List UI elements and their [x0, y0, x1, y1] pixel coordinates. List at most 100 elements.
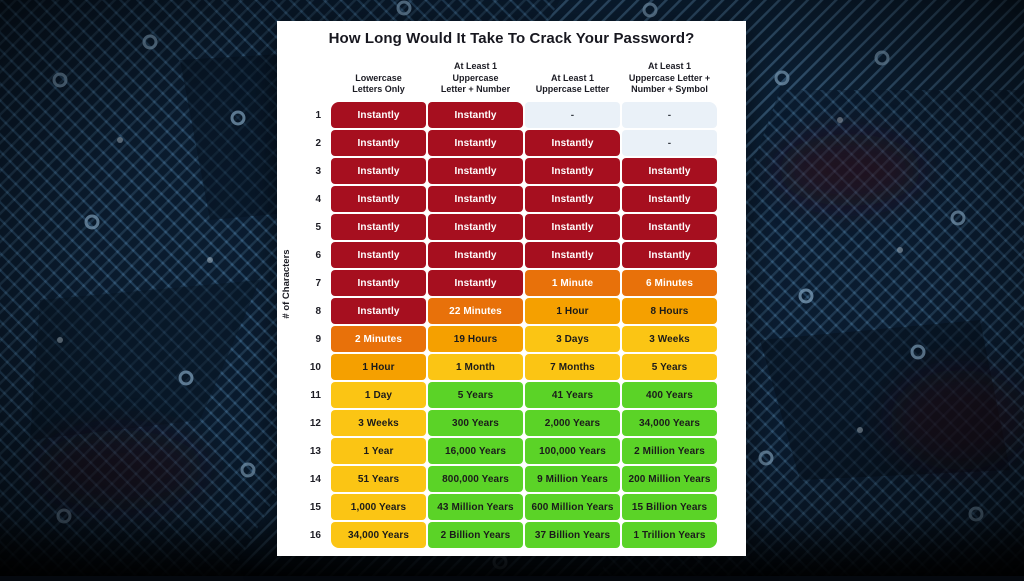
crack-time-cell: 7 Months — [525, 354, 620, 380]
crack-time-cell: 34,000 Years — [622, 410, 717, 436]
crack-time-cell: 2,000 Years — [525, 410, 620, 436]
table-row: 4 Instantly Instantly Instantly Instantly — [297, 185, 746, 213]
column-header-uppercase: At Least 1 Uppercase Letter — [535, 72, 610, 95]
crack-time-cell: 400 Years — [622, 382, 717, 408]
crack-time-cell: 41 Years — [525, 382, 620, 408]
row-number: 4 — [315, 193, 321, 205]
crack-time-cell: Instantly — [331, 270, 426, 296]
crack-time-cell: Instantly — [525, 186, 620, 212]
row-number: 8 — [315, 305, 321, 317]
crack-time-cell: - — [622, 130, 717, 156]
crack-time-cell: Instantly — [622, 242, 717, 268]
table-row: 1 Instantly Instantly - - — [297, 101, 746, 129]
crack-time-cell: 300 Years — [428, 410, 523, 436]
crack-time-cell: Instantly — [428, 242, 523, 268]
crack-time-cell: 1 Year — [331, 438, 426, 464]
crack-time-cell: 16,000 Years — [428, 438, 523, 464]
crack-time-cell: Instantly — [331, 186, 426, 212]
crack-time-cell: - — [622, 102, 717, 128]
crack-time-cell: Instantly — [525, 158, 620, 184]
crack-time-cell: 43 Million Years — [428, 494, 523, 520]
crack-time-cell: 8 Hours — [622, 298, 717, 324]
crack-time-cell: 37 Billion Years — [525, 522, 620, 548]
table-row: 8 Instantly 22 Minutes 1 Hour 8 Hours — [297, 297, 746, 325]
crack-time-cell: 100,000 Years — [525, 438, 620, 464]
crack-time-cell: Instantly — [331, 130, 426, 156]
table-row: 2 Instantly Instantly Instantly - — [297, 129, 746, 157]
crack-time-cell: Instantly — [331, 158, 426, 184]
crack-time-cell: 200 Million Years — [622, 466, 717, 492]
table-row: 13 1 Year 16,000 Years 100,000 Years 2 Milli… — [297, 437, 746, 465]
row-number: 6 — [315, 249, 321, 261]
crack-time-cell: Instantly — [428, 270, 523, 296]
row-number: 15 — [309, 501, 321, 513]
crack-time-cell: 1 Month — [428, 354, 523, 380]
row-number: 5 — [315, 221, 321, 233]
table-row: 12 3 Weeks 300 Years 2,000 Years 34,000 Year… — [297, 409, 746, 437]
crack-time-cell: 2 Minutes — [331, 326, 426, 352]
row-number: 1 — [315, 109, 321, 121]
row-number: 16 — [309, 529, 321, 541]
crack-time-cell: 9 Million Years — [525, 466, 620, 492]
table-row: 3 Instantly Instantly Instantly Instantly — [297, 157, 746, 185]
crack-time-cell: 51 Years — [331, 466, 426, 492]
crack-time-cell: 800,000 Years — [428, 466, 523, 492]
row-number: 2 — [315, 137, 321, 149]
crack-time-cell: 600 Million Years — [525, 494, 620, 520]
crack-time-cell: Instantly — [331, 242, 426, 268]
table-row: 16 34,000 Years 2 Billion Years 37 Billion … — [297, 521, 746, 549]
y-axis-label: # of Characters — [281, 249, 292, 319]
table-row: 15 1,000 Years 43 Million Years 600 Million… — [297, 493, 746, 521]
crack-time-cell: Instantly — [331, 102, 426, 128]
crack-time-cell: Instantly — [428, 158, 523, 184]
table-row: 11 1 Day 5 Years 41 Years 400 Years — [297, 381, 746, 409]
crack-time-cell: Instantly — [525, 214, 620, 240]
page-title: How Long Would It Take To Crack Your Pas… — [328, 30, 695, 47]
row-number: 10 — [309, 361, 321, 373]
column-header-uppercase-number: At Least 1 Uppercase Letter + Number — [440, 60, 511, 95]
crack-time-cell: 19 Hours — [428, 326, 523, 352]
row-number: 12 — [309, 417, 321, 429]
crack-time-cell: 15 Billion Years — [622, 494, 717, 520]
crack-time-cell: Instantly — [428, 214, 523, 240]
crack-time-cell: Instantly — [428, 186, 523, 212]
table-row: 5 Instantly Instantly Instantly Instantly — [297, 213, 746, 241]
crack-time-cell: 3 Weeks — [622, 326, 717, 352]
crack-time-cell: 34,000 Years — [331, 522, 426, 548]
table-row: 14 51 Years 800,000 Years 9 Million Years 20… — [297, 465, 746, 493]
crack-time-cell: Instantly — [525, 130, 620, 156]
crack-time-cell: Instantly — [331, 298, 426, 324]
crack-time-cell: Instantly — [331, 214, 426, 240]
crack-time-cell: 2 Million Years — [622, 438, 717, 464]
row-number: 9 — [315, 333, 321, 345]
row-number: 13 — [309, 445, 321, 457]
table-row: 9 2 Minutes 19 Hours 3 Days 3 Weeks — [297, 325, 746, 353]
crack-time-cell: - — [525, 102, 620, 128]
crack-time-cell: 1 Hour — [525, 298, 620, 324]
crack-time-cell: 1,000 Years — [331, 494, 426, 520]
table-row: 6 Instantly Instantly Instantly Instantly — [297, 241, 746, 269]
crack-time-cell: Instantly — [428, 102, 523, 128]
table-row: 7 Instantly Instantly 1 Minute 6 Minutes — [297, 269, 746, 297]
crack-time-table-body: 1 Instantly Instantly - -2 Instantly Instantly… — [297, 101, 746, 549]
crack-time-cell: Instantly — [622, 158, 717, 184]
crack-time-cell: 3 Weeks — [331, 410, 426, 436]
table-row: 10 1 Hour 1 Month 7 Months 5 Years — [297, 353, 746, 381]
crack-time-cell: 5 Years — [428, 382, 523, 408]
row-number: 11 — [310, 389, 321, 401]
row-number: 14 — [309, 473, 321, 485]
crack-time-cell: Instantly — [622, 214, 717, 240]
column-header-uppercase-number-symbol: At Least 1 Uppercase Letter + Number + S… — [628, 60, 711, 95]
row-number: 7 — [315, 277, 321, 289]
crack-time-cell: 5 Years — [622, 354, 717, 380]
crack-time-cell: 1 Hour — [331, 354, 426, 380]
crack-time-cell: Instantly — [525, 242, 620, 268]
crack-time-cell: 2 Billion Years — [428, 522, 523, 548]
column-header-lowercase-only: Lowercase Letters Only — [352, 72, 405, 95]
crack-time-cell: 6 Minutes — [622, 270, 717, 296]
crack-time-cell: 22 Minutes — [428, 298, 523, 324]
column-header-row: Lowercase Letters Only At Least 1 Upperc… — [330, 51, 718, 101]
crack-time-cell: Instantly — [622, 186, 717, 212]
crack-time-cell: 1 Minute — [525, 270, 620, 296]
crack-time-cell: Instantly — [428, 130, 523, 156]
